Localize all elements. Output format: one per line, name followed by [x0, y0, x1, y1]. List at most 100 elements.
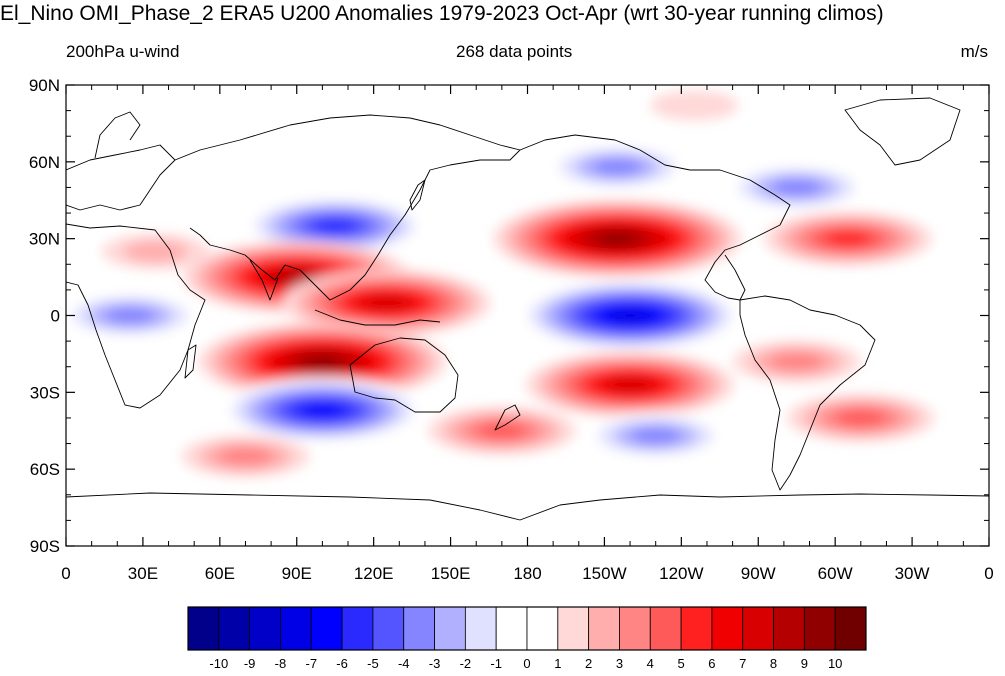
lat-tick-label: 60S: [30, 460, 60, 479]
anomaly-contour: [631, 427, 681, 444]
anomaly-contour: [825, 231, 871, 247]
anomaly-contour: [365, 296, 408, 310]
colorbar-label: 2: [585, 656, 592, 671]
colorbar-box: [742, 606, 774, 651]
lat-tick-label: 90N: [29, 76, 60, 95]
anomaly-contour: [597, 232, 637, 245]
lon-tick-label: 30E: [128, 564, 158, 583]
colorbar-box: [372, 606, 405, 651]
colorbar-box: [464, 606, 497, 651]
anomaly-contour: [105, 307, 155, 324]
lon-tick-label: 90W: [741, 564, 776, 583]
colorbar-label: -10: [209, 656, 228, 671]
anomaly-contour: [592, 158, 642, 175]
colorbar-label: 1: [554, 656, 561, 671]
india-coastline: [249, 259, 279, 301]
colorbar-box: [834, 606, 867, 651]
colorbar-label: -2: [460, 656, 472, 671]
anomaly-contour: [650, 90, 739, 121]
lat-tick-label: 30N: [29, 230, 60, 249]
south-america-coastline: [739, 295, 876, 491]
lon-tick-label: 0: [984, 564, 993, 583]
anomaly-feature-17: [732, 340, 861, 383]
anomaly-contours: [66, 90, 935, 478]
coastlines: [66, 97, 989, 521]
lon-tick-label: 150E: [431, 564, 471, 583]
colorbar-box: [649, 606, 682, 651]
colorbar-box: [526, 606, 559, 651]
anomaly-feature-7: [516, 279, 745, 352]
colorbar-label: 10: [828, 656, 842, 671]
anomaly-feature-18: [650, 90, 739, 121]
lat-tick-label: 90S: [30, 537, 60, 556]
colorbar-label: -9: [244, 656, 256, 671]
anomaly-contour: [772, 179, 822, 196]
europe-coastline: [66, 144, 176, 211]
anomaly-feature-5: [218, 377, 427, 444]
lon-tick-label: 180: [513, 564, 541, 583]
colorbar-box: [218, 606, 251, 651]
colorbar-box: [280, 606, 312, 651]
lon-tick-label: 150W: [582, 564, 626, 583]
anomaly-feature-1: [241, 195, 430, 256]
new-zealand-coastline: [494, 404, 521, 431]
colorbar-label: 0: [523, 656, 530, 671]
units-label: m/s: [960, 42, 988, 61]
anomaly-feature-16: [786, 393, 935, 442]
lon-tick-label: 0: [61, 564, 70, 583]
anomaly-contour: [218, 447, 273, 466]
anomaly-feature-6: [493, 199, 742, 278]
anomaly-feature-11: [763, 211, 932, 266]
colorbar-label: -6: [336, 656, 348, 671]
australia-coastline: [349, 337, 459, 413]
japan-coastline: [409, 179, 426, 211]
anomaly-feature-15: [101, 233, 210, 270]
greenland-coastline: [844, 97, 961, 166]
anomaly-contour: [609, 378, 651, 392]
colorbar-box: [434, 606, 466, 651]
north-america-coastline: [519, 134, 791, 301]
anomaly-contour: [477, 422, 527, 439]
colorbar-label: 3: [616, 656, 623, 671]
lat-tick-label: 30S: [30, 383, 60, 402]
lon-tick-label: 60E: [205, 564, 235, 583]
anomaly-contour: [313, 218, 357, 233]
colorbar: -10 -9 -8 -7 -6 -5 -4 -3 -2 -1 0 1 2 3 4 5 6 7 8 9 10: [187, 606, 867, 671]
anomaly-contour: [836, 409, 886, 426]
lon-tick-label: 30W: [895, 564, 930, 583]
colorbar-box: [773, 606, 805, 651]
colorbar-box: [680, 606, 713, 651]
anomaly-feature-10: [722, 163, 871, 212]
antarctica-coastline: [66, 492, 989, 521]
madagascar-coastline: [184, 344, 197, 379]
colorbar-box: [403, 606, 435, 651]
africa-coastline: [66, 223, 206, 409]
anomaly-contour: [609, 309, 651, 322]
chart-title: El_Nino OMI_Phase_2 ERA5 U200 Anomalies …: [0, 2, 884, 25]
anomaly-contour: [769, 352, 825, 371]
colorbar-box: [495, 606, 528, 651]
lon-tick-label: 120W: [659, 564, 703, 583]
lat-tick-label: 0: [51, 307, 60, 326]
colorbar-box: [341, 606, 374, 651]
colorbar-label: -8: [275, 656, 287, 671]
anomaly-feature-12: [581, 411, 730, 460]
lon-tick-label: 60W: [818, 564, 853, 583]
anomaly-feature-9: [543, 142, 692, 191]
colorbar-box: [711, 606, 744, 651]
colorbar-label: 8: [770, 656, 777, 671]
indonesia-coastline: [314, 309, 441, 326]
variable-label: 200hPa u-wind: [66, 42, 180, 61]
lat-tick-label: 60N: [29, 153, 60, 172]
colorbar-box: [803, 606, 836, 651]
colorbar-label: 4: [647, 656, 654, 671]
colorbar-box: [619, 606, 651, 651]
colorbar-frame: [187, 606, 867, 651]
anomaly-contour: [302, 355, 342, 368]
colorbar-label: 9: [801, 656, 808, 671]
anomaly-contour: [123, 240, 189, 263]
colorbar-label: -1: [490, 656, 502, 671]
colorbar-label: -5: [367, 656, 379, 671]
